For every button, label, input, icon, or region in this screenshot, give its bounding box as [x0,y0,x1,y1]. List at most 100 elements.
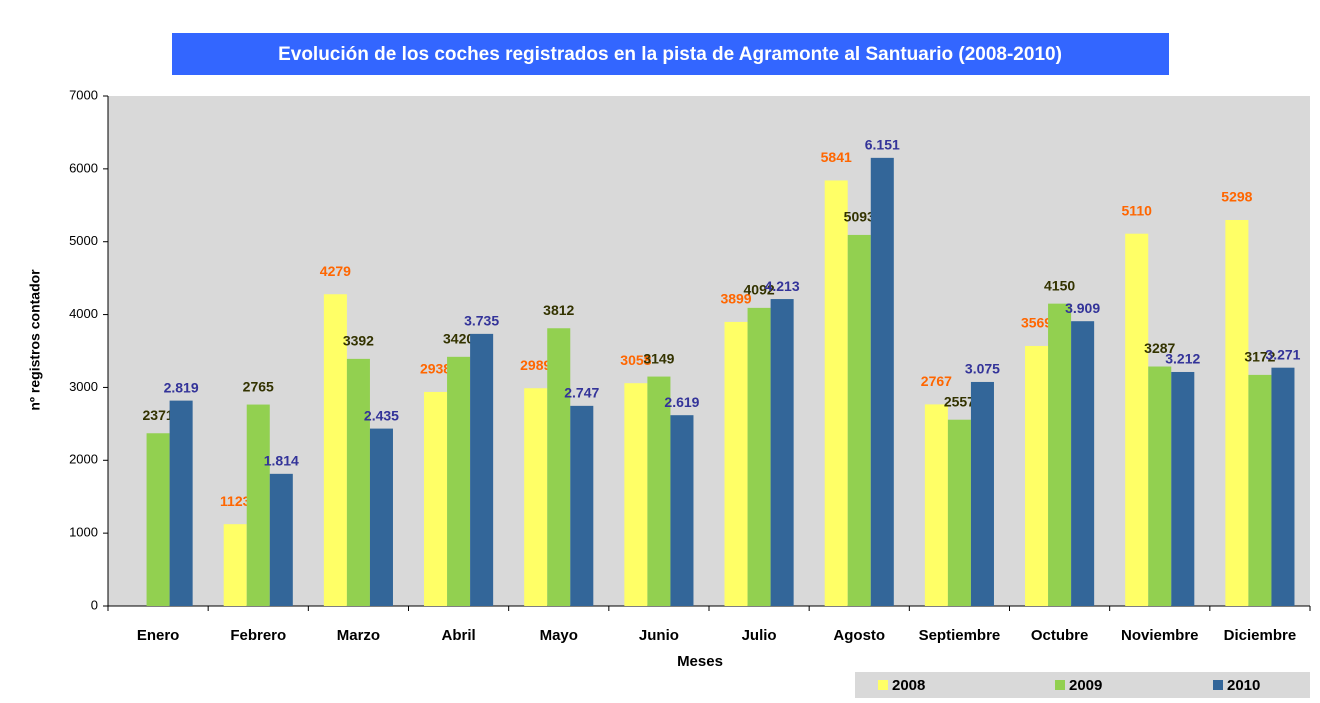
data-label: 3392 [343,333,374,349]
data-label: 3.735 [464,313,499,329]
y-tick-label: 0 [91,597,98,612]
data-label: 2.819 [164,379,199,395]
x-tick-label: Abril [441,627,475,644]
bar [1071,321,1095,606]
bar [269,473,293,606]
bar [424,391,448,606]
x-tick-label: Mayo [540,627,578,644]
x-tick-label: Marzo [337,627,380,644]
bar [1148,366,1172,606]
data-label: 3812 [543,302,574,318]
bar [947,419,971,606]
bar [770,299,794,606]
bar [870,157,894,606]
data-label: 4279 [320,263,351,279]
x-tick-label: Julio [742,627,777,644]
x-tick-label: Diciembre [1224,627,1297,644]
bar [146,433,170,606]
bar [1248,374,1272,606]
data-label: 5841 [821,149,852,165]
legend-swatch [878,680,888,690]
title-box [172,33,1169,75]
data-label: 5298 [1221,189,1252,205]
data-label: 3899 [720,291,751,307]
x-tick-label: Noviembre [1121,627,1199,644]
bar [1025,345,1049,606]
x-tick-label: Febrero [230,627,286,644]
data-label: 2767 [921,373,952,389]
y-tick-label: 4000 [69,306,98,321]
bar [470,333,494,606]
bar [169,400,193,606]
x-axis-label: Meses [677,653,723,670]
data-label: 3287 [1144,340,1175,356]
data-label: 4.213 [765,278,800,294]
bar [346,358,370,606]
bar [1225,220,1249,606]
data-label: 2557 [944,393,975,409]
legend-label: 2008 [892,677,925,694]
data-label: 2989 [520,357,551,373]
y-tick-label: 1000 [69,525,98,540]
bar [1125,233,1149,606]
data-label: 5110 [1122,202,1153,218]
plot-area [108,96,1310,606]
data-label: 2938 [420,361,451,377]
y-tick-label: 5000 [69,233,98,248]
bar [524,388,548,606]
bar [747,307,771,606]
y-axis-label: nº registros contador [27,269,43,411]
chart-title: Evolución de los coches registrados en l… [278,44,1062,65]
data-label: 5093 [844,209,875,225]
data-label: 4150 [1044,277,1075,293]
data-label: 3.271 [1265,346,1300,362]
bar [724,321,748,606]
bar [1271,367,1295,606]
x-tick-label: Septiembre [919,627,1001,644]
bar [924,404,948,606]
bar [547,328,571,606]
bar [246,404,270,606]
data-label: 1.814 [264,453,299,469]
data-label: 3172 [1244,349,1275,365]
data-label: 3.909 [1065,300,1100,316]
data-label: 3.212 [1165,351,1200,367]
bar [223,524,247,606]
legend-box [855,672,1310,698]
legend-swatch [1055,680,1065,690]
bar [447,356,471,606]
data-label: 1123 [220,493,251,509]
y-tick-label: 7000 [69,87,98,102]
data-label: 2371 [143,407,174,423]
legend-label: 2010 [1227,677,1260,694]
y-tick-label: 6000 [69,160,98,175]
data-label: 2.619 [664,394,699,410]
legend-label: 2009 [1069,677,1102,694]
bar [369,428,393,606]
data-label: 3149 [643,350,674,366]
x-tick-label: Agosto [833,627,885,644]
bar [847,234,871,606]
y-tick-label: 3000 [69,379,98,394]
bar [824,180,848,607]
y-tick-label: 2000 [69,452,98,467]
bar [647,376,671,606]
bar [570,405,594,606]
data-label: 4092 [744,282,775,298]
data-label: 6.151 [865,137,900,153]
x-tick-label: Octubre [1031,627,1089,644]
x-tick-label: Enero [137,627,180,644]
data-label: 3420 [443,331,474,347]
data-label: 3058 [620,352,651,368]
data-label: 2765 [243,378,274,394]
bar [1048,303,1072,606]
data-label: 3.075 [965,361,1000,377]
bar [1171,371,1195,606]
bar [624,383,648,606]
x-tick-label: Junio [639,627,679,644]
data-label: 2.435 [364,407,399,423]
legend-swatch [1213,680,1223,690]
data-label: 2.747 [564,385,599,401]
bar [323,294,347,606]
